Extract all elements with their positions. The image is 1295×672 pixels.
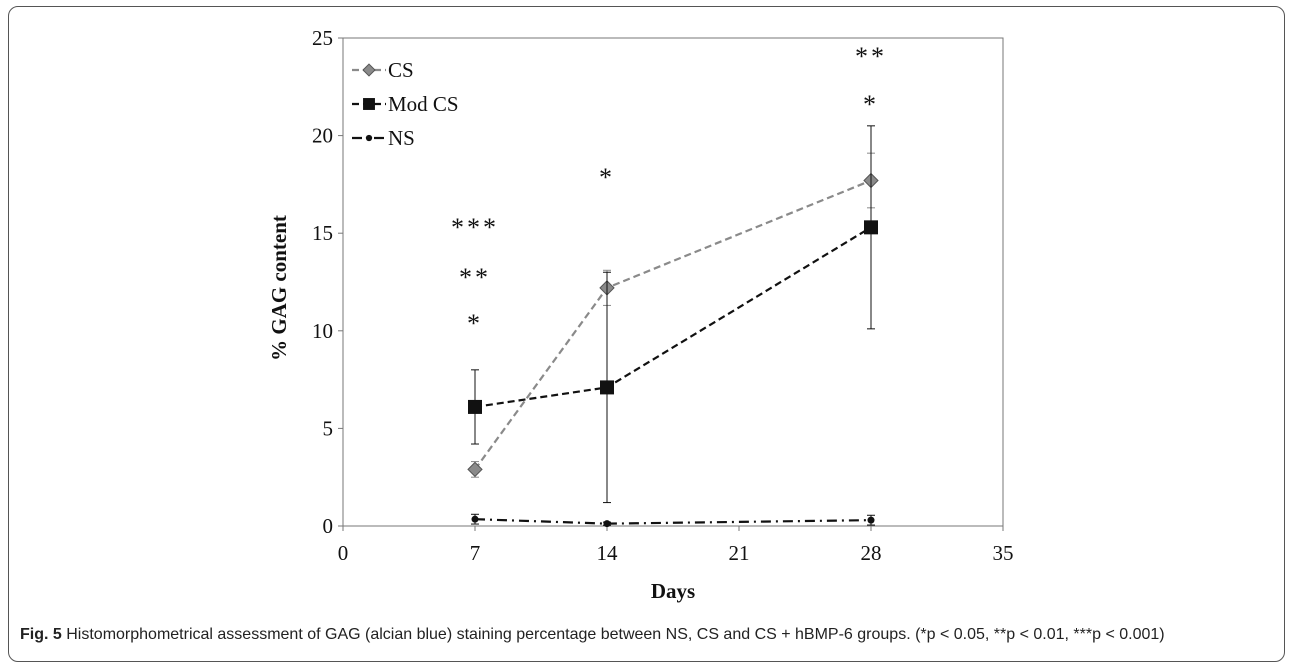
caption-text: Histomorphometrical assessment of GAG (a… (66, 626, 1165, 643)
y-axis-label: % GAG content (267, 215, 291, 361)
legend-entry-ns: NS (352, 126, 415, 150)
caption-label: Fig. 5 (20, 626, 62, 643)
data-point-cs (467, 461, 483, 478)
significance-stars: * (863, 90, 879, 119)
data-point-ns (471, 515, 479, 523)
y-tick-label: 25 (312, 26, 333, 50)
y-tick-label: 15 (312, 221, 333, 245)
series-line-ns (474, 518, 872, 525)
chart-legend: CS Mod CS NS (352, 58, 459, 150)
legend-entry-cs: CS (352, 58, 414, 82)
legend-marker (362, 63, 376, 77)
x-tick-label: 7 (470, 541, 481, 565)
legend-entry-mod-cs: Mod CS (352, 92, 459, 116)
significance-stars: *** (451, 213, 499, 242)
x-tick-label: 0 (338, 541, 349, 565)
x-tick-label: 14 (597, 541, 619, 565)
legend-marker (365, 134, 373, 142)
legend-label: NS (388, 126, 415, 150)
data-point-mod-cs (600, 380, 614, 395)
figure-frame (8, 6, 1285, 662)
chart-axes: 0 7 14 21 28 35 0 5 10 15 20 25 (312, 26, 1014, 565)
legend-label: Mod CS (388, 92, 459, 116)
plot-area-border (342, 37, 1004, 527)
x-tick-label: 21 (729, 541, 750, 565)
series-line-mod-cs (474, 226, 872, 409)
data-point-ns (867, 516, 875, 524)
x-tick-label: 28 (861, 541, 882, 565)
x-axis-label: Days (651, 579, 695, 603)
data-point-mod-cs (468, 399, 482, 414)
series-line-cs (474, 179, 872, 471)
legend-label: CS (388, 58, 414, 82)
chart-marks: ********** (451, 42, 887, 528)
figure-caption: Fig. 5 Histomorphometrical assessment of… (20, 625, 1270, 645)
y-tick-label: 10 (312, 319, 333, 343)
y-tick-label: 0 (323, 514, 334, 538)
x-tick-label: 35 (993, 541, 1014, 565)
data-point-mod-cs (864, 220, 878, 235)
significance-stars: ** (855, 42, 887, 71)
legend-marker (363, 98, 375, 110)
data-point-ns (603, 520, 611, 528)
y-tick-label: 5 (323, 416, 334, 440)
y-tick-label: 20 (312, 124, 333, 148)
significance-stars: ** (459, 263, 491, 292)
significance-stars: * (599, 163, 615, 192)
significance-stars: * (467, 309, 483, 338)
